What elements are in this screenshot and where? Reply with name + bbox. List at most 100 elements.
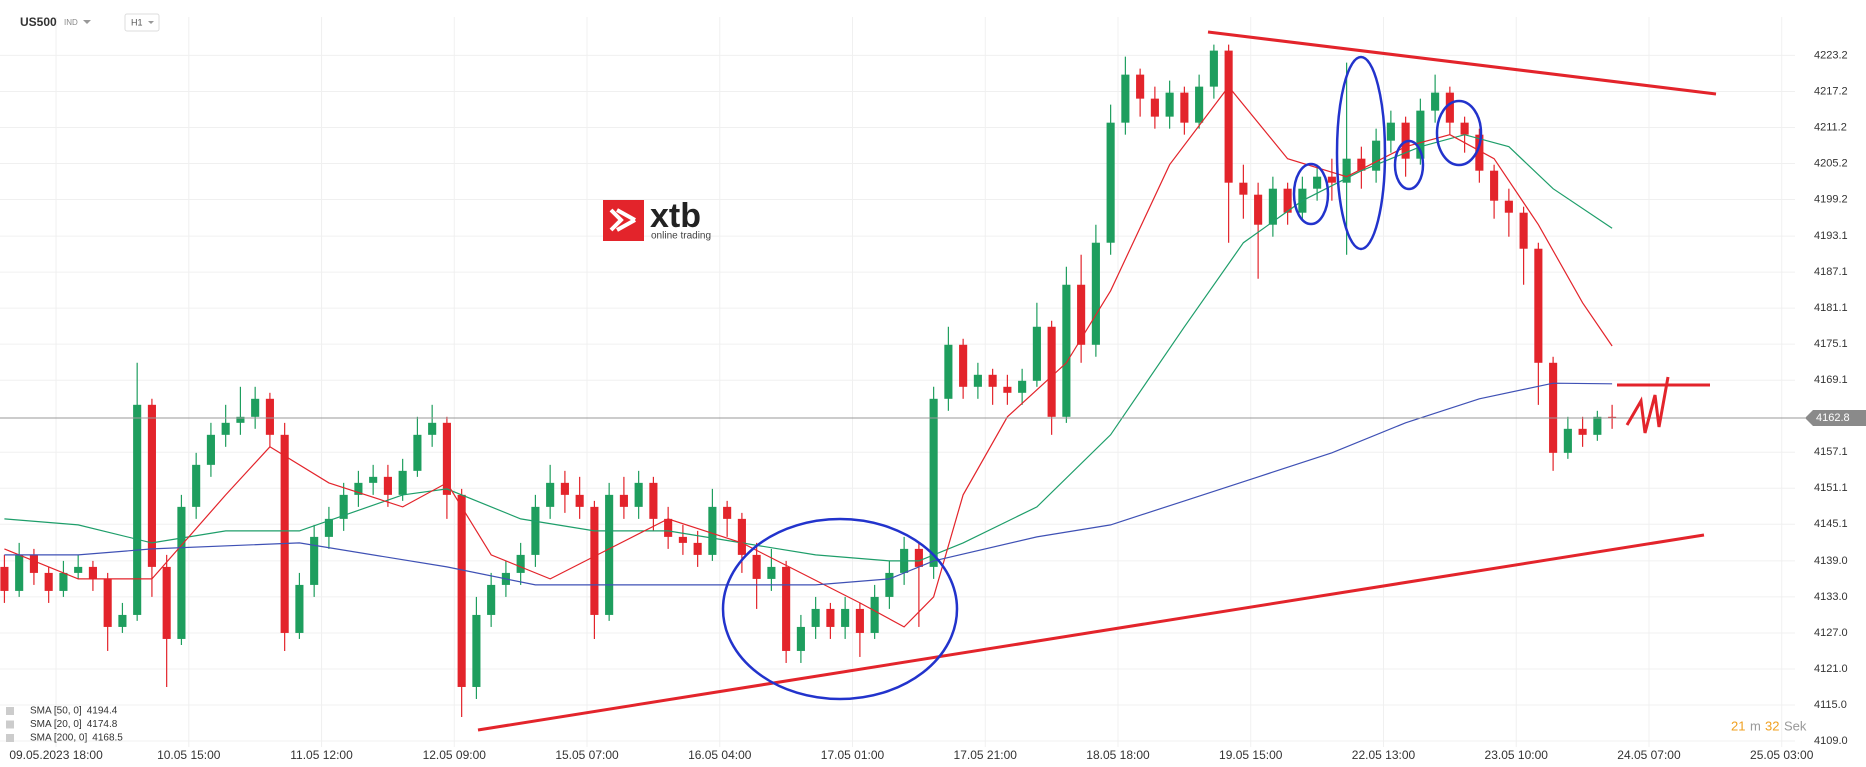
candle-body [1047, 326, 1056, 417]
candle-body [1077, 284, 1086, 345]
y-tick-label: 4199.2 [1814, 193, 1848, 205]
candle-body [1460, 122, 1469, 135]
support-line [477, 533, 1705, 732]
x-tick-label: 17.05 01:00 [821, 748, 885, 762]
candle-body [324, 518, 333, 537]
logo-tagline: online trading [651, 231, 711, 242]
candle-body [973, 374, 982, 387]
sma-line [4, 85, 1613, 628]
candle-body [944, 344, 953, 399]
candle-body [103, 578, 112, 627]
y-tick-label: 4193.1 [1814, 230, 1848, 242]
candle-body [133, 404, 142, 615]
y-tick-label: 4187.1 [1814, 266, 1848, 278]
candle-body [1578, 428, 1587, 435]
candle-body [1150, 98, 1159, 117]
y-tick-label: 4121.0 [1814, 663, 1848, 675]
candle-body [162, 566, 171, 639]
candle-body [693, 542, 702, 555]
candle-body [1327, 176, 1336, 183]
candle-body [870, 596, 879, 633]
candle-body [516, 554, 525, 573]
resistance-line [1207, 30, 1717, 96]
candle-body [1209, 50, 1218, 87]
candle-body [664, 518, 673, 537]
candle-body [1416, 110, 1425, 159]
legend-value: 4168.5 [92, 733, 123, 744]
candle-body [206, 434, 215, 465]
legend-value: 4174.8 [87, 719, 118, 730]
candle-body [1106, 122, 1115, 243]
candle-body [398, 470, 407, 495]
x-tick-label: 24.05 07:00 [1617, 748, 1681, 762]
candle-body [236, 416, 245, 423]
candle-body [1490, 170, 1499, 201]
candle-body [29, 554, 38, 573]
timer-minutes-unit: m [1750, 718, 1761, 733]
x-tick-label: 17.05 21:00 [954, 748, 1018, 762]
candle-body [605, 494, 614, 615]
ellipse [1435, 99, 1483, 167]
candle-body [1018, 380, 1027, 393]
candle-body [265, 398, 274, 435]
candle-body [1239, 182, 1248, 195]
logo-x [609, 208, 636, 232]
legend-icon [6, 707, 14, 715]
candle-body [723, 506, 732, 519]
candle-body [1534, 248, 1543, 363]
candle-body [59, 572, 68, 591]
legend-label: SMA [200, 0] [30, 733, 87, 744]
candle-body [1475, 134, 1484, 171]
candle-body [251, 398, 260, 417]
symbol: US500 [20, 15, 57, 29]
logo-mark [603, 200, 644, 241]
candle-body [1165, 92, 1174, 117]
candle-body [1032, 326, 1041, 381]
candle-body [546, 482, 555, 507]
candle-body [192, 464, 201, 507]
timeframe-box[interactable] [124, 13, 160, 32]
candle-body [737, 518, 746, 555]
legend-label: SMA [50, 0] [30, 706, 82, 717]
candle-body [1445, 92, 1454, 123]
candle-body [1549, 362, 1558, 453]
candle-body [914, 548, 923, 567]
candle-body [649, 482, 658, 519]
candle-body [383, 476, 392, 495]
timer-seconds-unit: Sek [1784, 718, 1807, 733]
x-tick-label: 16.05 04:00 [688, 748, 752, 762]
candle-body [1224, 50, 1233, 183]
header: US500 IND H1 [20, 13, 160, 32]
candle-body [678, 536, 687, 543]
x-tick-label: 23.05 10:00 [1485, 748, 1549, 762]
candle-body [88, 566, 97, 579]
candle-body [988, 374, 997, 387]
candle-body [1121, 74, 1130, 123]
candle-body [841, 608, 850, 627]
candle-body [575, 494, 584, 507]
zigzag [1625, 376, 1670, 434]
candle-body [590, 506, 599, 615]
timer: 21 m 32 Sek [1731, 718, 1807, 733]
x-tick-label: 09.05.2023 18:00 [9, 748, 103, 762]
candle-body [457, 494, 466, 687]
candle-body [1313, 176, 1322, 189]
x-tick-label: 15.05 07:00 [555, 748, 619, 762]
candle-body [15, 554, 24, 591]
y-tick-label: 4133.0 [1814, 591, 1848, 603]
candle-body [1342, 158, 1351, 183]
x-tick-label: 18.05 18:00 [1086, 748, 1150, 762]
candle-body [339, 494, 348, 519]
sma-line [4, 134, 1613, 562]
x-tick-label: 19.05 15:00 [1219, 748, 1283, 762]
candle-body [826, 608, 835, 627]
x-tick-label: 22.05 13:00 [1352, 748, 1416, 762]
candle-body [752, 554, 761, 579]
candle-body [0, 566, 9, 591]
candle-body [442, 422, 451, 495]
timeframe[interactable]: H1 [131, 17, 143, 27]
candle-body [1003, 386, 1012, 393]
candle-body [811, 608, 820, 627]
candle-body [280, 434, 289, 633]
candle-body [1563, 428, 1572, 453]
